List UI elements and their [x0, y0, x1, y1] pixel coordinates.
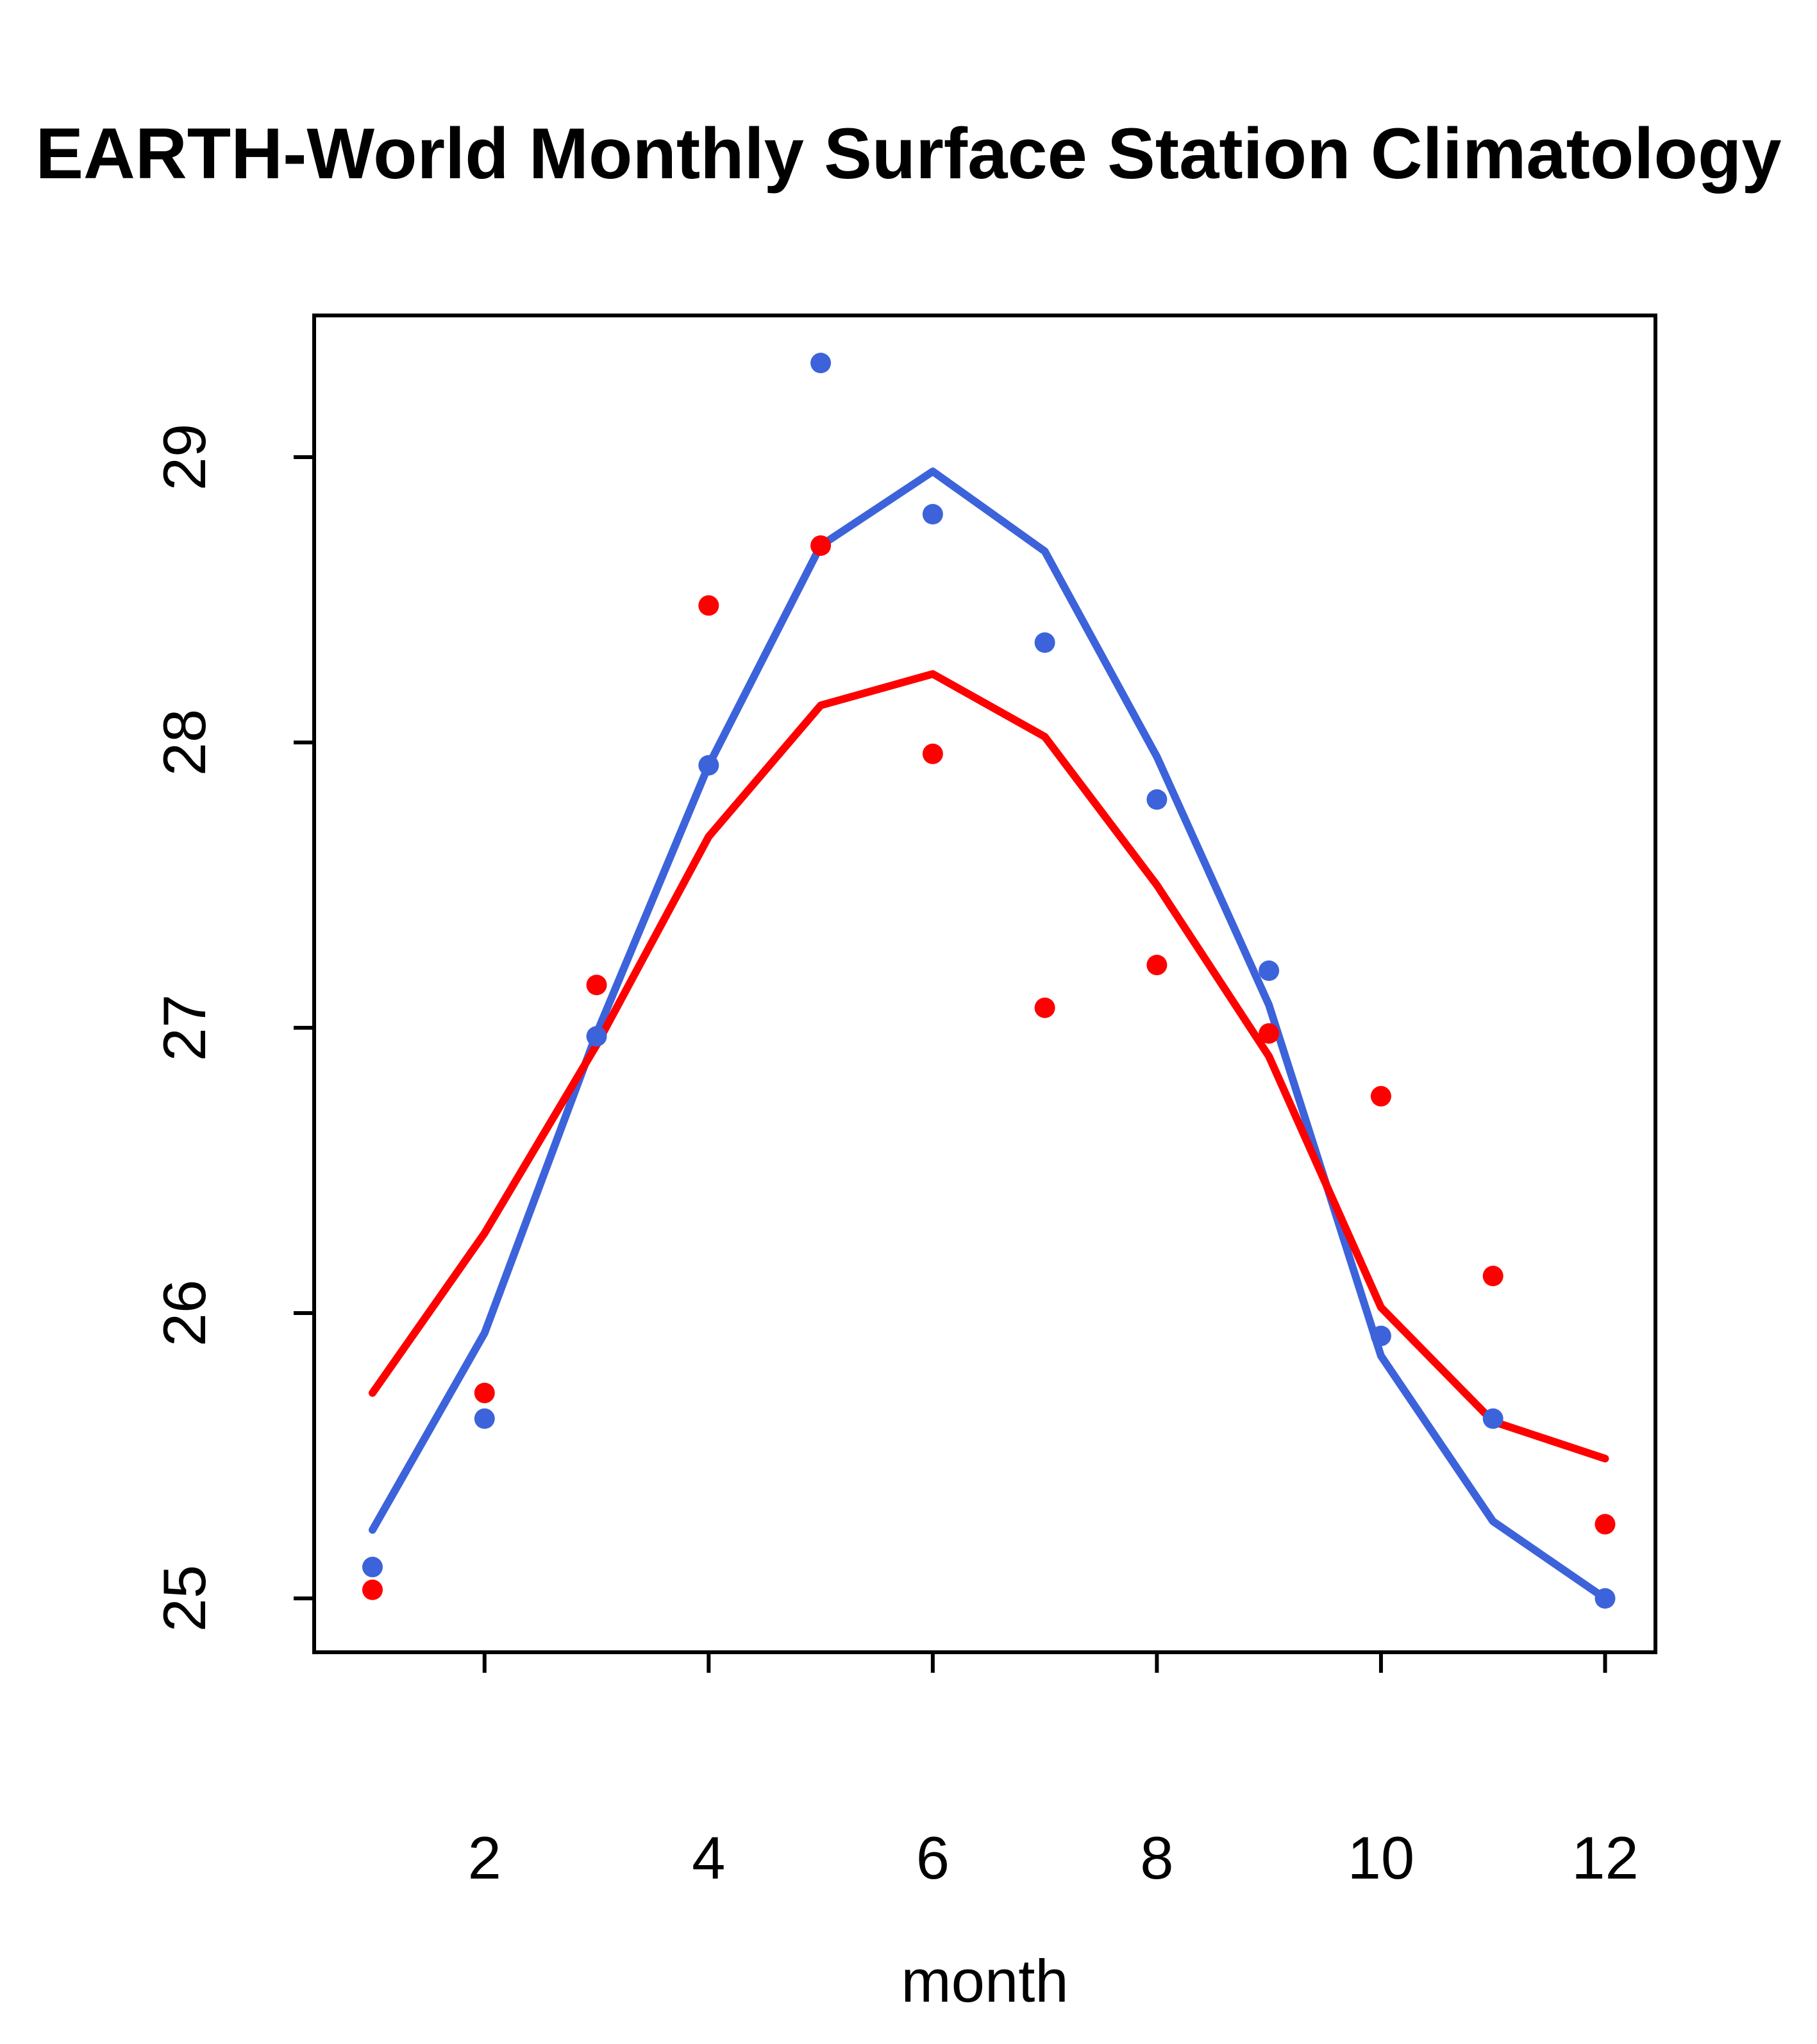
- data-layer: [362, 353, 1616, 1609]
- blue-station-points-m9: [1259, 960, 1280, 981]
- blue-station-points-m3: [586, 1026, 607, 1047]
- blue-station-points-m1: [362, 1557, 383, 1578]
- y-tick-label-28: 28: [151, 709, 218, 776]
- x-tick-label-4: 4: [692, 1824, 725, 1891]
- red-station-points-m8: [1146, 955, 1168, 976]
- red-station-points-m9: [1259, 1023, 1280, 1044]
- red-fitted-line: [369, 670, 1609, 1462]
- red-station-points-m3: [586, 975, 607, 996]
- y-tick-label-25: 25: [151, 1565, 218, 1632]
- red-station-points-m4: [698, 595, 719, 616]
- blue-station-points-m12: [1595, 1588, 1616, 1609]
- y-tick-label-27: 27: [151, 994, 218, 1062]
- axes-layer: 2 4 6 8 10 12 25 26 27 28 29: [151, 424, 1639, 1891]
- blue-fitted-line: [369, 467, 1609, 1602]
- blue-station-points-m5: [810, 353, 832, 374]
- x-tick-label-2: 2: [468, 1824, 501, 1891]
- blue-station-points-m6: [922, 504, 943, 524]
- red-station-points-m7: [1034, 997, 1055, 1018]
- blue-station-points-m11: [1482, 1408, 1503, 1429]
- red-station-points-m11: [1482, 1266, 1503, 1287]
- y-tick-label-26: 26: [151, 1280, 218, 1347]
- red-station-points-m6: [922, 743, 943, 764]
- x-tick-label-10: 10: [1348, 1824, 1415, 1891]
- red-station-points-m5: [810, 535, 832, 556]
- red-station-points-m2: [474, 1382, 495, 1403]
- red-station-points-m10: [1370, 1085, 1391, 1107]
- plot-box: [312, 314, 1657, 1654]
- red-station-points-m12: [1595, 1514, 1616, 1535]
- x-tick-label-8: 8: [1140, 1824, 1173, 1891]
- y-tick-label-29: 29: [151, 424, 218, 491]
- blue-station-points-m10: [1370, 1325, 1391, 1346]
- blue-station-points-m7: [1034, 632, 1055, 653]
- red-station-points-m1: [362, 1579, 383, 1600]
- x-tick-label-6: 6: [916, 1824, 950, 1891]
- blue-station-points-m4: [698, 755, 719, 776]
- x-tick-label-12: 12: [1571, 1824, 1639, 1891]
- blue-station-points-m2: [474, 1408, 495, 1429]
- chart-title: EARTH-World Monthly Surface Station Clim…: [35, 113, 1781, 194]
- x-axis-title: month: [901, 1947, 1068, 2015]
- blue-station-points-m8: [1146, 789, 1168, 810]
